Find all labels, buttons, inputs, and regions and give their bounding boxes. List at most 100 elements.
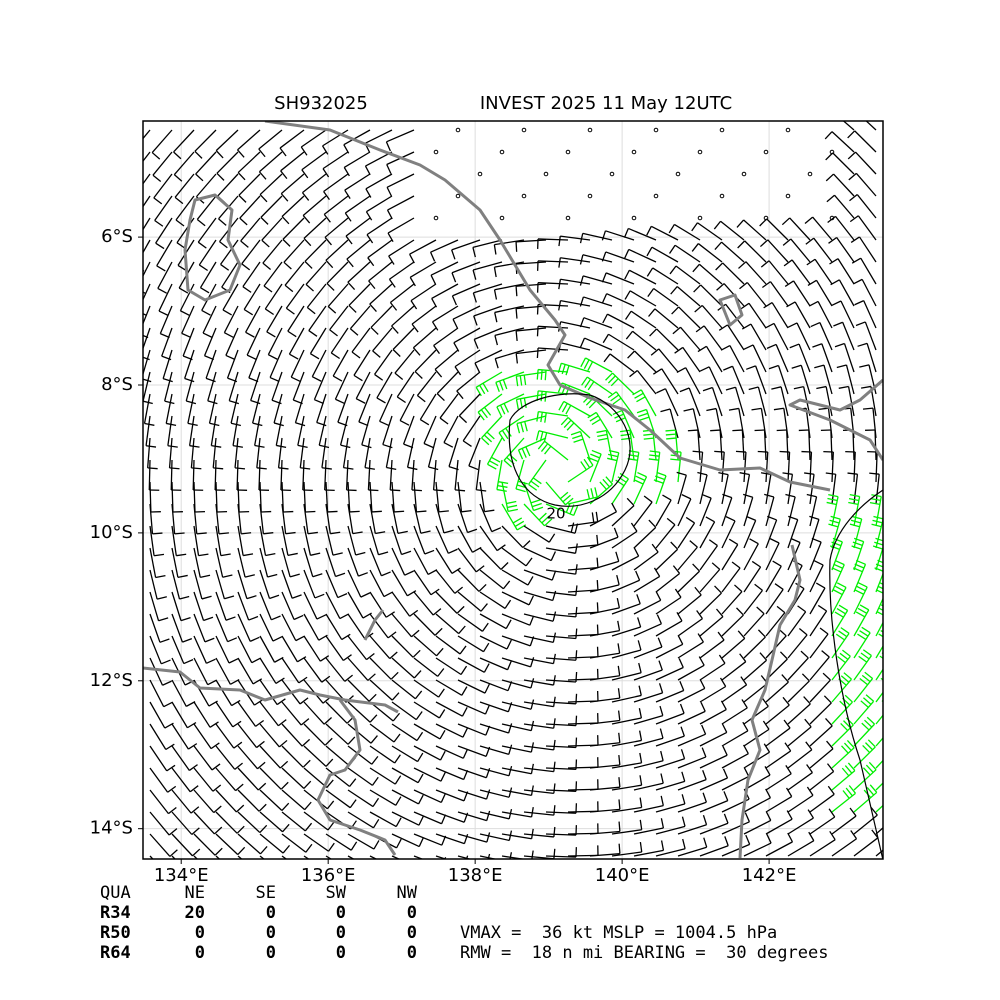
calm-marker bbox=[433, 215, 439, 221]
barb-feather bbox=[550, 551, 557, 561]
barb-staff bbox=[171, 503, 176, 534]
barb-staff bbox=[768, 260, 789, 285]
barb-staff bbox=[699, 845, 729, 857]
barb-feather bbox=[189, 785, 199, 793]
barb-feather bbox=[643, 437, 654, 440]
barb-feather bbox=[746, 515, 756, 521]
barb-staff bbox=[809, 679, 831, 703]
barb-feather bbox=[439, 729, 446, 740]
barb-feather bbox=[580, 461, 587, 471]
barb-staff bbox=[197, 217, 217, 243]
barb-feather bbox=[817, 604, 827, 612]
barb-feather bbox=[827, 497, 838, 502]
barb-staff bbox=[193, 789, 215, 814]
barb-feather bbox=[232, 720, 242, 728]
barb-feather bbox=[638, 412, 648, 418]
barb-staff bbox=[725, 303, 745, 329]
barb-staff bbox=[857, 215, 877, 241]
barb-staff bbox=[719, 430, 723, 461]
barb-feather bbox=[616, 597, 621, 609]
barb-feather bbox=[723, 813, 729, 824]
barb-staff bbox=[809, 702, 832, 725]
barb-feather bbox=[841, 767, 850, 777]
barb-staff bbox=[246, 327, 261, 356]
barb-feather bbox=[530, 480, 540, 488]
barb-staff bbox=[228, 371, 239, 401]
barb-feather bbox=[162, 378, 173, 383]
barb-staff bbox=[611, 717, 642, 725]
barb-staff bbox=[523, 811, 554, 816]
barb-staff bbox=[699, 777, 728, 791]
barb-staff bbox=[819, 322, 833, 351]
barb-staff bbox=[369, 591, 387, 618]
barb-staff bbox=[589, 742, 620, 747]
barb-feather bbox=[436, 647, 444, 657]
barb-staff bbox=[479, 745, 509, 755]
barb-staff bbox=[435, 789, 465, 802]
barb-feather bbox=[697, 345, 707, 353]
barb-feather bbox=[681, 794, 686, 805]
barb-staff bbox=[193, 833, 216, 856]
barb-feather bbox=[809, 515, 820, 520]
barb-staff bbox=[664, 388, 679, 417]
barb-staff bbox=[831, 655, 851, 681]
barb-staff bbox=[813, 237, 833, 263]
barb-feather bbox=[831, 567, 842, 573]
barb-feather bbox=[833, 563, 843, 569]
barb-feather bbox=[828, 493, 839, 498]
barb-staff bbox=[501, 657, 531, 668]
barb-staff bbox=[658, 348, 679, 373]
barb-staff bbox=[589, 675, 620, 681]
barb-staff bbox=[346, 239, 371, 260]
barb-staff bbox=[787, 726, 812, 747]
barb-feather bbox=[808, 300, 819, 307]
coastline bbox=[316, 699, 397, 856]
barb-feather bbox=[591, 449, 602, 455]
barb-staff bbox=[743, 474, 751, 505]
barb-staff bbox=[655, 620, 683, 637]
barb-staff bbox=[711, 387, 723, 417]
barb-staff bbox=[832, 152, 855, 175]
barb-feather bbox=[812, 343, 823, 348]
barb-staff bbox=[852, 429, 855, 461]
barb-staff bbox=[302, 195, 327, 216]
barb-staff bbox=[281, 525, 289, 556]
barb-staff bbox=[496, 459, 503, 490]
barb-feather bbox=[596, 602, 599, 613]
barb-staff bbox=[143, 371, 151, 402]
barb-staff bbox=[615, 391, 635, 417]
barb-feather bbox=[553, 783, 556, 794]
barb-staff bbox=[583, 296, 613, 307]
barb-feather bbox=[473, 315, 478, 326]
barb-feather bbox=[828, 808, 836, 818]
barb-staff bbox=[325, 547, 337, 577]
barb-feather bbox=[241, 532, 252, 535]
barb-feather bbox=[570, 522, 575, 533]
barb-feather bbox=[884, 745, 891, 752]
barb-feather bbox=[638, 730, 643, 741]
barb-staff bbox=[258, 151, 283, 173]
barb-feather bbox=[475, 565, 485, 573]
barb-staff bbox=[237, 789, 260, 812]
barb-feather bbox=[737, 630, 746, 639]
barb-feather bbox=[849, 523, 860, 528]
barb-staff bbox=[699, 731, 728, 747]
barb-feather bbox=[637, 640, 642, 651]
barb-feather bbox=[694, 586, 702, 596]
barb-staff bbox=[875, 668, 883, 681]
barb-staff bbox=[825, 386, 833, 417]
barb-feather bbox=[841, 745, 849, 754]
barb-staff bbox=[765, 773, 792, 791]
barb-staff bbox=[281, 613, 297, 641]
barb-feather bbox=[692, 450, 703, 453]
barb-feather bbox=[535, 430, 540, 441]
barb-staff bbox=[560, 342, 591, 351]
barb-staff bbox=[831, 838, 857, 857]
barb-staff bbox=[345, 217, 371, 237]
barb-staff bbox=[634, 350, 657, 373]
barb-staff bbox=[787, 611, 807, 637]
barb-staff bbox=[347, 503, 354, 534]
barb-feather bbox=[246, 595, 257, 600]
barb-feather bbox=[507, 504, 518, 509]
barb-feather bbox=[627, 350, 636, 359]
